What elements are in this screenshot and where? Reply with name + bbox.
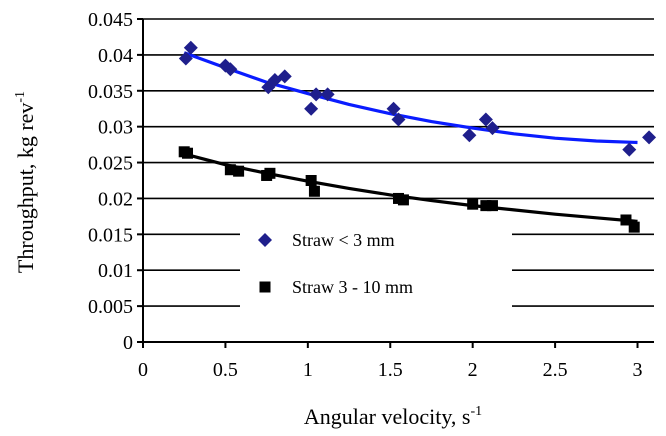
data-point-series-1 (391, 112, 406, 127)
data-point-series-1 (320, 87, 335, 102)
y-tick-label: 0.01 (98, 260, 133, 282)
y-tick-label: 0.005 (88, 296, 133, 318)
y-tick-label: 0.03 (98, 117, 133, 139)
data-point-series-1 (622, 142, 637, 157)
y-axis-title: Throughput, kg rev-1 (13, 91, 38, 273)
data-point-series-2 (182, 147, 194, 159)
y-tick-label: 0.045 (88, 9, 133, 31)
axes-layer: 0 0.005 0.01 0.015 0.02 0.025 0.03 0.035 0.04 0.0… (88, 9, 654, 381)
y-axis-title-superscript: -1 (13, 91, 28, 103)
x-axis-title-superscript: -1 (470, 404, 482, 419)
data-point-series-2 (628, 221, 640, 233)
y-tick-label: 0.025 (88, 153, 133, 175)
data-point-series-1 (462, 128, 477, 143)
legend-box (240, 218, 512, 310)
points-layer (178, 40, 657, 233)
x-tick-label: 0.5 (213, 359, 238, 381)
x-tick-label: 3 (633, 359, 643, 381)
data-point-series-1 (309, 87, 324, 102)
data-point-series-2 (224, 164, 236, 176)
legend-label-2: Straw 3 - 10 mm (292, 277, 413, 297)
y-tick-label: 0.02 (98, 188, 133, 210)
x-tick-label: 1.5 (378, 359, 403, 381)
trend-layer (183, 51, 638, 223)
x-tick-label: 2 (468, 359, 478, 381)
y-tick-label: 0 (123, 332, 133, 354)
data-point-series-2 (308, 185, 320, 197)
y-tick-label: 0.015 (88, 224, 133, 246)
data-point-series-2 (467, 198, 479, 210)
x-axis-title: Angular velocity, s-1 (304, 404, 482, 429)
y-axis-title-text: Throughput, kg rev (13, 103, 38, 273)
x-axis-title-text: Angular velocity, s (304, 404, 471, 429)
grid-layer (143, 18, 654, 307)
x-tick-label: 1 (303, 359, 313, 381)
data-point-series-1 (478, 112, 493, 127)
data-point-series-2 (305, 175, 317, 186)
data-point-series-2 (233, 165, 245, 177)
data-point-series-1 (304, 101, 319, 116)
legend-marker-1 (258, 233, 272, 247)
legend-label-1: Straw < 3 mm (292, 230, 395, 250)
data-point-series-2 (264, 167, 276, 179)
data-point-series-2 (480, 200, 492, 212)
data-point-series-1 (223, 62, 238, 77)
trendline-series-1 (183, 51, 638, 145)
legend: Straw < 3 mm Straw 3 - 10 mm (240, 218, 512, 310)
x-tick-label: 0 (138, 359, 148, 381)
legend-marker-2 (259, 281, 271, 293)
y-tick-label: 0.04 (98, 45, 133, 67)
data-point-series-1 (642, 130, 657, 145)
data-point-series-1 (277, 69, 292, 84)
data-point-series-2 (486, 200, 498, 212)
x-tick-label: 2.5 (543, 359, 568, 381)
data-point-series-1 (386, 101, 401, 116)
data-point-series-1 (178, 51, 193, 66)
data-point-series-2 (397, 194, 409, 206)
trendline-series-2 (183, 152, 638, 223)
data-point-series-1 (183, 40, 198, 55)
data-point-series-2 (620, 214, 632, 226)
y-tick-label: 0.035 (88, 81, 133, 103)
data-point-series-1 (485, 121, 500, 136)
